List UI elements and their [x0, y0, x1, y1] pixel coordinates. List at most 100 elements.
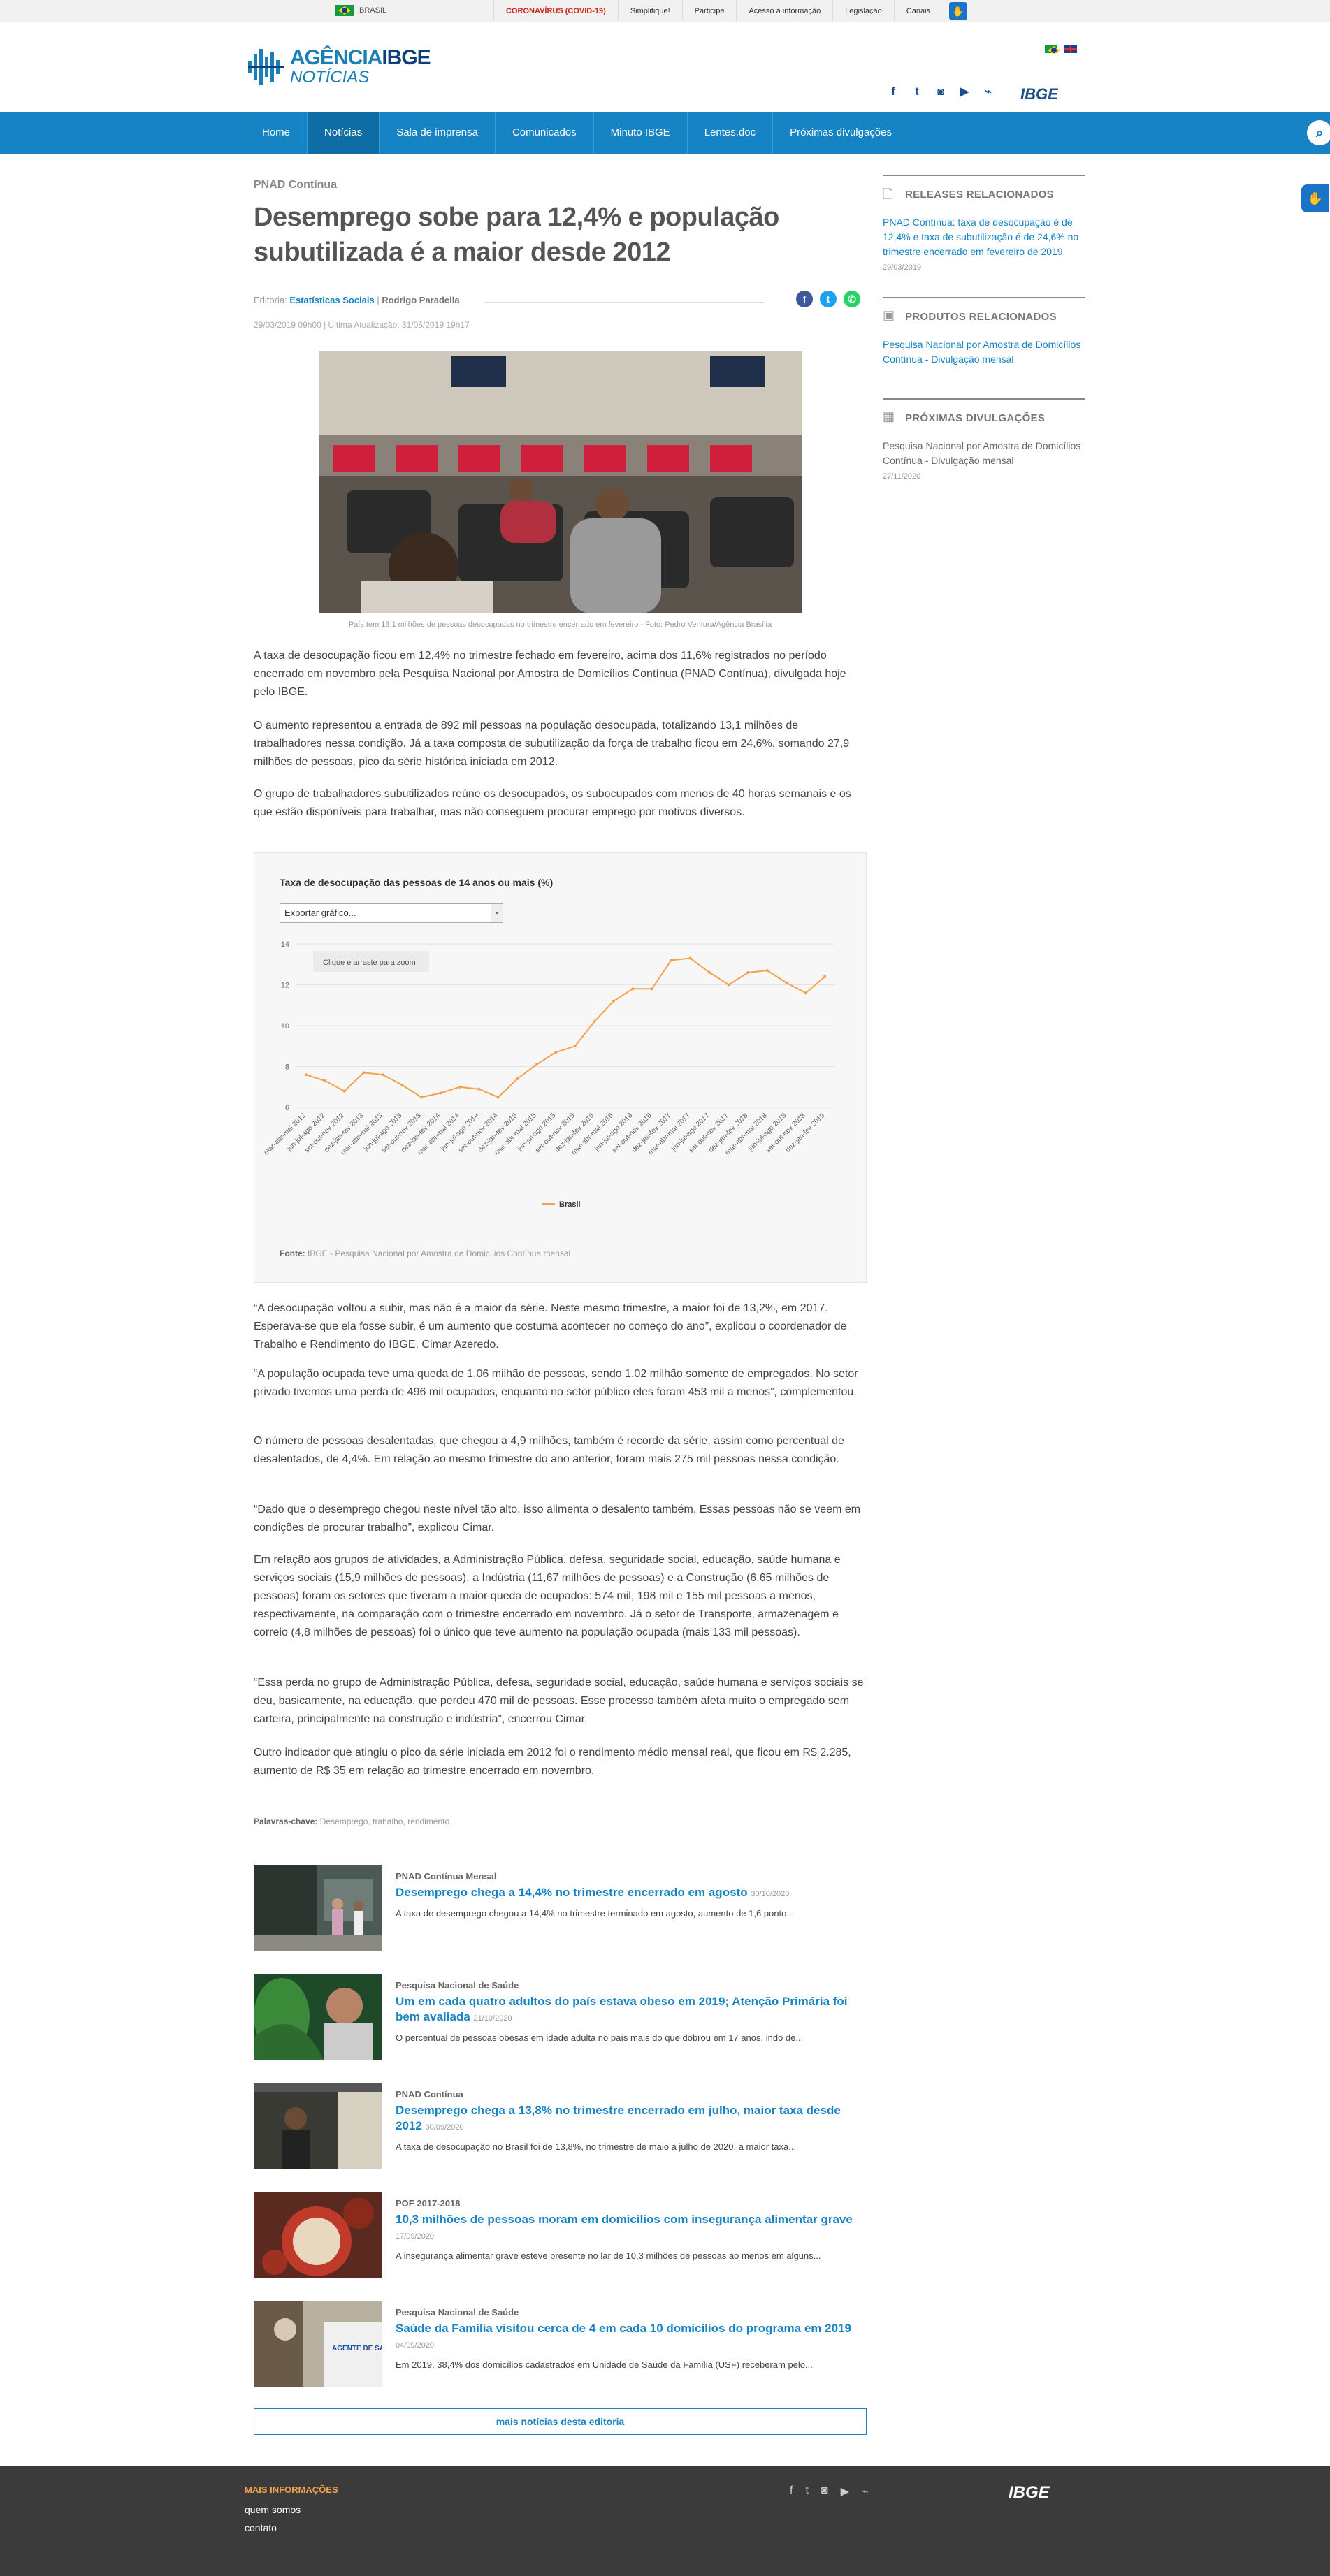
nav-proximas[interactable]: Próximas divulgações	[773, 112, 909, 154]
related-item[interactable]: PNAD Contínua Mensal Desemprego chega a …	[254, 1865, 867, 1951]
gov-link-canais[interactable]: Canais	[893, 0, 942, 22]
data-point[interactable]	[362, 1071, 366, 1075]
rss-icon[interactable]: ⌁	[861, 2486, 869, 2498]
brasil-link[interactable]: BRASIL	[335, 5, 386, 16]
related-title[interactable]: Desemprego chega a 13,8% no trimestre en…	[396, 2103, 857, 2135]
instagram-icon[interactable]: ◙	[937, 86, 944, 98]
related-item[interactable]: AGENTE DE SAÚDE Pesquisa Nacional de Saú…	[254, 2301, 867, 2387]
data-point[interactable]	[804, 991, 807, 995]
data-point[interactable]	[535, 1063, 538, 1066]
footer-heading: MAIS INFORMAÇÕES	[245, 2484, 338, 2495]
data-point[interactable]	[381, 1073, 384, 1077]
related-thumbnail[interactable]	[254, 1974, 382, 2060]
facebook-icon[interactable]: f	[790, 2484, 793, 2496]
related-thumbnail[interactable]: AGENTE DE SAÚDE	[254, 2301, 382, 2387]
related-thumbnail[interactable]	[254, 1865, 382, 1951]
data-point[interactable]	[304, 1073, 308, 1077]
nav-home[interactable]: Home	[245, 112, 308, 154]
nav-lentes-doc[interactable]: Lentes.doc	[688, 112, 774, 154]
data-point[interactable]	[708, 970, 711, 974]
related-title-text[interactable]: Um em cada quatro adultos do país estava…	[396, 1995, 848, 2023]
nav-sala-imprensa[interactable]: Sala de imprensa	[380, 112, 496, 154]
nav-minuto-ibge[interactable]: Minuto IBGE	[594, 112, 688, 154]
data-point[interactable]	[573, 1045, 577, 1048]
data-point[interactable]	[823, 975, 827, 978]
more-news-button[interactable]: mais notícias desta editoria	[254, 2408, 867, 2435]
related-title-text[interactable]: Saúde da Família visitou cerca de 4 em c…	[396, 2322, 851, 2335]
related-title[interactable]: Desemprego chega a 14,4% no trimestre en…	[396, 1885, 857, 1902]
search-icon[interactable]: ⌕	[1307, 120, 1330, 145]
youtube-icon[interactable]: ▶	[960, 86, 969, 98]
data-point[interactable]	[419, 1096, 423, 1099]
data-point[interactable]	[631, 987, 635, 991]
data-point[interactable]	[650, 987, 653, 991]
agencia-ibge-logo[interactable]: AGÊNCIAIBGE NOTÍCIAS	[248, 48, 431, 87]
related-title[interactable]: Um em cada quatro adultos do país estava…	[396, 1994, 857, 2026]
chart-legend[interactable]: Brasil	[542, 1200, 581, 1209]
related-thumbnail[interactable]	[254, 2083, 382, 2169]
data-point[interactable]	[670, 959, 673, 962]
data-point[interactable]	[765, 969, 769, 973]
related-item[interactable]: POF 2017-2018 10,3 milhões de pessoas mo…	[254, 2192, 867, 2278]
accessibility-side-icon[interactable]: ✋	[1301, 184, 1329, 212]
lang-en-flag-icon[interactable]	[1064, 45, 1077, 53]
instagram-icon[interactable]: ◙	[821, 2484, 828, 2496]
releases-link[interactable]: PNAD Contínua: taxa de desocupação é de …	[883, 215, 1085, 275]
related-item[interactable]: Pesquisa Nacional de Saúde Um em cada qu…	[254, 1974, 867, 2060]
y-tick-label: 12	[281, 982, 289, 990]
related-title[interactable]: 10,3 milhões de pessoas moram em domicíl…	[396, 2212, 857, 2244]
related-title-text[interactable]: Desemprego chega a 14,4% no trimestre en…	[396, 1886, 748, 1899]
data-point[interactable]	[785, 981, 788, 984]
article-eyebrow[interactable]: PNAD Contínua	[254, 179, 338, 191]
share-facebook-icon[interactable]: f	[796, 291, 813, 307]
facebook-icon[interactable]: f	[891, 86, 895, 98]
data-point[interactable]	[516, 1077, 519, 1081]
data-point[interactable]	[612, 999, 615, 1003]
gov-link-legislacao[interactable]: Legislação	[832, 0, 894, 22]
document-icon: 🗋	[883, 187, 893, 201]
data-point[interactable]	[593, 1020, 596, 1024]
lang-pt-flag-icon[interactable]	[1045, 45, 1057, 53]
accessibility-icon[interactable]: ✋	[949, 2, 968, 20]
data-point[interactable]	[477, 1087, 481, 1091]
data-point[interactable]	[439, 1091, 442, 1095]
data-point[interactable]	[688, 956, 692, 960]
keywords-list[interactable]: Desemprego, trabalho, rendimento.	[319, 1817, 452, 1826]
nav-comunicados[interactable]: Comunicados	[496, 112, 594, 154]
gov-link-acesso[interactable]: Acesso à informação	[736, 0, 832, 22]
data-point[interactable]	[400, 1083, 404, 1086]
export-chart-select[interactable]: Exportar gráfico...	[280, 903, 503, 923]
produtos-link[interactable]: Pesquisa Nacional por Amostra de Domicíl…	[883, 339, 1081, 365]
rss-icon[interactable]: ⌁	[985, 86, 992, 98]
data-point[interactable]	[727, 983, 730, 987]
footer-link-quem-somos[interactable]: quem somos	[245, 2504, 301, 2515]
gov-link-participe[interactable]: Participe	[681, 0, 737, 22]
youtube-icon[interactable]: ▶	[840, 2486, 849, 2498]
gov-link-covid[interactable]: CORONAVÍRUS (COVID-19)	[493, 0, 618, 22]
legend-label: Brasil	[559, 1200, 581, 1209]
share-whatsapp-icon[interactable]: ✆	[844, 291, 860, 307]
data-point[interactable]	[746, 970, 750, 974]
data-point[interactable]	[342, 1089, 346, 1093]
twitter-icon[interactable]: t	[805, 2484, 809, 2496]
data-point[interactable]	[496, 1096, 500, 1099]
ibge-logo[interactable]: IBGE	[1020, 85, 1058, 103]
related-item[interactable]: PNAD Contínua Desemprego chega a 13,8% n…	[254, 2083, 867, 2169]
editoria-link[interactable]: Estatísticas Sociais	[289, 295, 375, 305]
twitter-icon[interactable]: t	[915, 86, 919, 98]
share-buttons: f t ✆	[796, 291, 860, 307]
gov-link-simplifique[interactable]: Simplifique!	[617, 0, 682, 22]
footer-link-contato[interactable]: contato	[245, 2522, 277, 2533]
data-point[interactable]	[458, 1085, 461, 1089]
related-title-text[interactable]: 10,3 milhões de pessoas moram em domicíl…	[396, 2213, 853, 2226]
footer-ibge-logo[interactable]: IBGE	[1009, 2483, 1050, 2502]
share-twitter-icon[interactable]: t	[820, 291, 837, 307]
releases-link-text[interactable]: PNAD Contínua: taxa de desocupação é de …	[883, 217, 1079, 257]
related-title[interactable]: Saúde da Família visitou cerca de 4 em c…	[396, 2321, 857, 2353]
data-point[interactable]	[324, 1079, 327, 1082]
related-thumbnail[interactable]	[254, 2192, 382, 2278]
related-title-text[interactable]: Desemprego chega a 13,8% no trimestre en…	[396, 2104, 841, 2132]
data-point[interactable]	[554, 1051, 558, 1054]
nav-noticias[interactable]: Notícias	[308, 112, 380, 154]
